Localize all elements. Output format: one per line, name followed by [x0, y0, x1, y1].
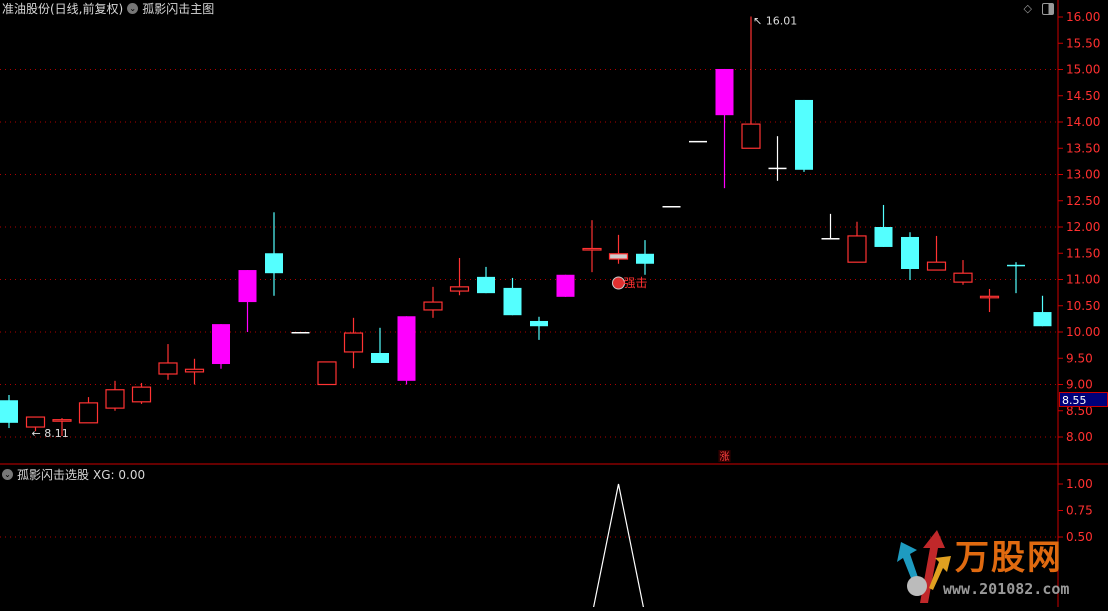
price-tick-label: 8.00 — [1066, 430, 1093, 444]
candle-body — [582, 247, 602, 251]
price-tick-label: 13.50 — [1066, 141, 1100, 155]
panel-controls: ◇ — [1024, 2, 1054, 15]
price-tick-label: 14.00 — [1066, 115, 1100, 129]
candle-body — [105, 389, 125, 409]
candle-body — [847, 235, 867, 263]
candle-body — [212, 324, 230, 365]
panel-toggle-icon[interactable] — [1042, 2, 1054, 15]
candle-body — [25, 416, 46, 428]
candle-body — [317, 361, 337, 386]
price-tick-label: 14.50 — [1066, 89, 1100, 103]
price-tick-label: 13.00 — [1066, 168, 1100, 182]
candle-body — [78, 402, 99, 424]
candle-body — [238, 270, 257, 303]
price-tick-label: 9.50 — [1066, 351, 1093, 365]
candle-body — [874, 227, 893, 247]
signal-icon — [612, 276, 625, 290]
chevron-down-icon[interactable]: ⌄ — [127, 3, 139, 14]
chevron-down-icon[interactable]: ⌄ — [2, 469, 13, 480]
candle-body — [979, 295, 1000, 299]
price-tick-label: 12.50 — [1066, 194, 1100, 208]
price-tick-label: 11.50 — [1066, 246, 1100, 260]
low-price-label: ← 8.11 — [32, 427, 69, 440]
price-tick-label: 10.50 — [1066, 299, 1100, 313]
limit-up-badge: 涨 — [720, 451, 730, 463]
candle-body — [530, 320, 548, 327]
candle-body — [371, 353, 389, 363]
candle-body — [926, 261, 947, 271]
watermark-logo: 万股网 www.201082.com — [895, 528, 1075, 607]
candle-body — [0, 400, 18, 423]
candle-body — [741, 123, 761, 149]
candle-body — [131, 386, 152, 403]
candle-body — [265, 253, 283, 274]
limit-up-badge-bg — [718, 450, 731, 462]
candle-body — [715, 68, 734, 116]
candle-body — [662, 206, 681, 208]
candle-body — [636, 253, 654, 264]
candle-body — [768, 167, 787, 170]
candle-body — [291, 332, 310, 334]
high-price-label: ↖ 16.01 — [753, 14, 797, 27]
sub-tick-label: 0.50 — [1066, 530, 1093, 544]
sub-tick-label: 0.75 — [1066, 504, 1093, 518]
diamond-icon[interactable]: ◇ — [1023, 2, 1032, 15]
current-price-marker: 8.55 — [1059, 392, 1108, 407]
candle-body — [343, 332, 364, 353]
sub-tick-label: 1.00 — [1066, 477, 1093, 491]
xg-value: XG: 0.00 — [93, 467, 146, 482]
candle-body — [1033, 312, 1052, 327]
candle-body — [821, 238, 840, 240]
candle-body — [901, 236, 919, 269]
candle-body — [477, 276, 495, 294]
logo-name: 万股网 — [955, 538, 1063, 578]
candle-body — [158, 362, 178, 375]
candle-body — [795, 99, 813, 170]
price-tick-label: 9.00 — [1066, 378, 1093, 392]
price-tick-label: 11.00 — [1066, 273, 1100, 287]
candle-body — [184, 368, 205, 373]
logo-arrows-icon — [897, 530, 951, 603]
candle-body — [556, 274, 575, 297]
candle-body — [423, 301, 443, 311]
xg-signal-line — [593, 483, 644, 607]
stock-title: 准油股份(日线,前复权) — [2, 2, 124, 16]
candle-body — [608, 253, 629, 260]
main-indicator-name[interactable]: 孤影闪击主图 — [142, 2, 215, 16]
price-tick-label: 8.50 — [1066, 404, 1093, 418]
candle-body — [52, 419, 72, 422]
price-tick-label: 15.00 — [1066, 63, 1100, 77]
signal-label: 强击 — [624, 276, 648, 290]
price-tick-label: 16.00 — [1066, 10, 1100, 24]
price-tick-label: 10.00 — [1066, 325, 1100, 339]
price-tick-label: 15.50 — [1066, 36, 1100, 50]
candle-body — [1007, 264, 1025, 267]
candle-body — [953, 272, 973, 283]
sub-panel-title: ⌄ 孤影闪击选股 XG: 0.00 — [2, 466, 145, 483]
logo-url: www.201082.com — [943, 580, 1070, 598]
candle-body — [397, 316, 416, 381]
price-tick-label: 12.00 — [1066, 220, 1100, 234]
sub-indicator-name[interactable]: 孤影闪击选股 — [17, 468, 90, 482]
candle-body — [689, 140, 707, 143]
candle-body — [449, 286, 470, 292]
candle-body — [503, 287, 522, 316]
main-panel-title: 准油股份(日线,前复权) ⌄ 孤影闪击主图 — [2, 0, 214, 17]
